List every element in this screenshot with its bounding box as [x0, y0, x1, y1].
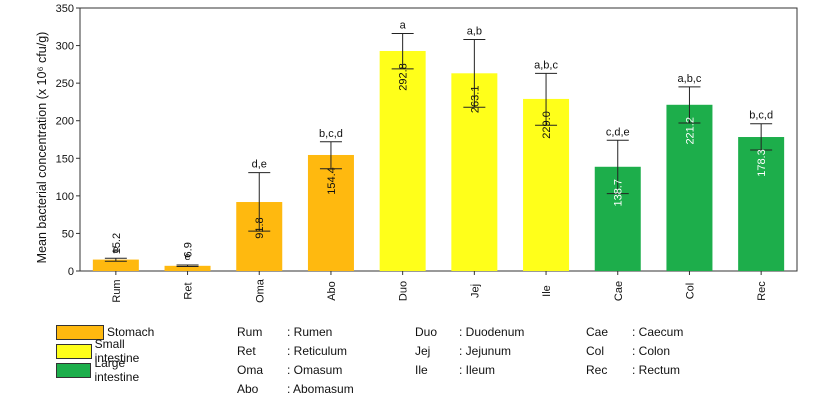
abbr-name: : Caecum [632, 325, 684, 339]
data-label: 263.1 [469, 86, 481, 114]
significance-letter: e [184, 251, 190, 263]
abbr-ile: Ile : Ileum [415, 363, 495, 377]
x-tick-label: Abo [326, 281, 338, 301]
abbr-name: : Ileum [459, 363, 496, 377]
data-label: 178.3 [756, 149, 768, 177]
x-tick-label: Col [684, 283, 696, 300]
abbr-name: : Rectum [632, 363, 681, 377]
x-tick-label: Duo [398, 281, 410, 301]
abbr-jej: Jej : Jejunum [415, 344, 511, 358]
abbr-code: Oma [237, 363, 264, 377]
significance-letter: a,b [467, 26, 482, 38]
abbr-code: Ret [237, 344, 256, 358]
abbr-col: Col : Colon [586, 344, 670, 358]
significance-letter: b,c,d [749, 110, 773, 122]
bar [164, 265, 211, 271]
abbr-code: Jej [415, 344, 431, 358]
abbr-code: Abo [237, 382, 259, 396]
significance-letter: a,b,c [678, 73, 702, 85]
x-tick-label: Rec [756, 281, 768, 301]
y-axis-label: Mean bacterial concentration (x 10⁶ cfu/… [35, 32, 49, 264]
abbr-rum: Rum : Rumen [237, 325, 332, 339]
y-tick-label: 0 [68, 266, 74, 278]
bar [307, 154, 354, 271]
abbr-abo: Abo : Abomasum [237, 382, 354, 396]
y-tick-label: 100 [56, 191, 74, 203]
x-tick-label: Ret [183, 282, 195, 299]
significance-letter: c,d,e [606, 126, 630, 138]
legend-item-large-intestine: Large intestine [56, 356, 152, 384]
data-label: 6.9 [183, 242, 195, 257]
abbr-duo: Duo : Duodenum [415, 325, 524, 339]
abbr-code: Duo [415, 325, 438, 339]
data-label: 154.4 [326, 167, 338, 195]
x-tick-label: Oma [254, 278, 266, 303]
y-tick-label: 350 [56, 3, 74, 15]
legend-swatch-large-intestine [56, 362, 92, 378]
y-tick-label: 300 [56, 41, 74, 53]
significance-letter: b,c,d [319, 128, 343, 140]
y-tick-label: 50 [62, 228, 74, 240]
abbr-name: : Abomasum [287, 382, 354, 396]
x-tick-label: Rum [111, 279, 123, 302]
abbr-code: Col [586, 344, 605, 358]
abbr-code: Cae [586, 325, 609, 339]
abbr-name: : Jejunum [459, 344, 512, 358]
legend-item-stomach: Stomach [56, 324, 154, 340]
y-tick-label: 150 [56, 153, 74, 165]
abbr-oma: Oma : Omasum [237, 363, 342, 377]
bar [92, 259, 139, 271]
abbr-code: Ile [415, 363, 428, 377]
x-tick-label: Ile [541, 285, 553, 297]
significance-letter: a,b,c [534, 59, 558, 71]
data-label: 292.8 [398, 63, 410, 91]
abbr-name: : Reticulum [287, 344, 348, 358]
legend-label-small-intestine: Small intestine [94, 337, 140, 365]
abbr-ret: Ret : Reticulum [237, 344, 347, 358]
legend-item-small-intestine: Small intestine [56, 337, 152, 365]
bar [523, 98, 570, 272]
y-tick-label: 250 [56, 78, 74, 90]
legend-label-stomach: Stomach [107, 325, 155, 339]
data-label: 91.8 [254, 217, 266, 238]
abbr-name: : Duodenum [459, 325, 525, 339]
legend-label-large-intestine: Large intestine [94, 356, 140, 384]
x-tick-label: Jej [469, 284, 481, 298]
plot-frame [79, 7, 798, 272]
x-tick-label: Cae [613, 281, 625, 301]
bar [666, 104, 713, 271]
bar [379, 50, 426, 271]
abbr-code: Rum [237, 325, 263, 339]
data-label: 229.0 [541, 111, 553, 139]
legend-swatch-small-intestine [56, 343, 92, 359]
abbr-name: : Colon [632, 344, 671, 358]
legend-swatch-stomach [56, 324, 104, 340]
y-tick-label: 200 [56, 116, 74, 128]
abbr-code: Rec [586, 363, 608, 377]
bar [738, 137, 785, 271]
abbr-name: : Omasum [287, 363, 343, 377]
data-label: 15.2 [111, 233, 123, 254]
abbr-name: : Rumen [287, 325, 333, 339]
significance-letter: a [400, 20, 407, 32]
abbr-cae: Cae : Caecum [586, 325, 683, 339]
data-label: 221.2 [684, 117, 696, 145]
significance-letter: d,e [252, 159, 267, 171]
significance-letter: e [113, 244, 119, 256]
data-label: 138.7 [613, 179, 625, 207]
abbr-rec: Rec : Rectum [586, 363, 680, 377]
